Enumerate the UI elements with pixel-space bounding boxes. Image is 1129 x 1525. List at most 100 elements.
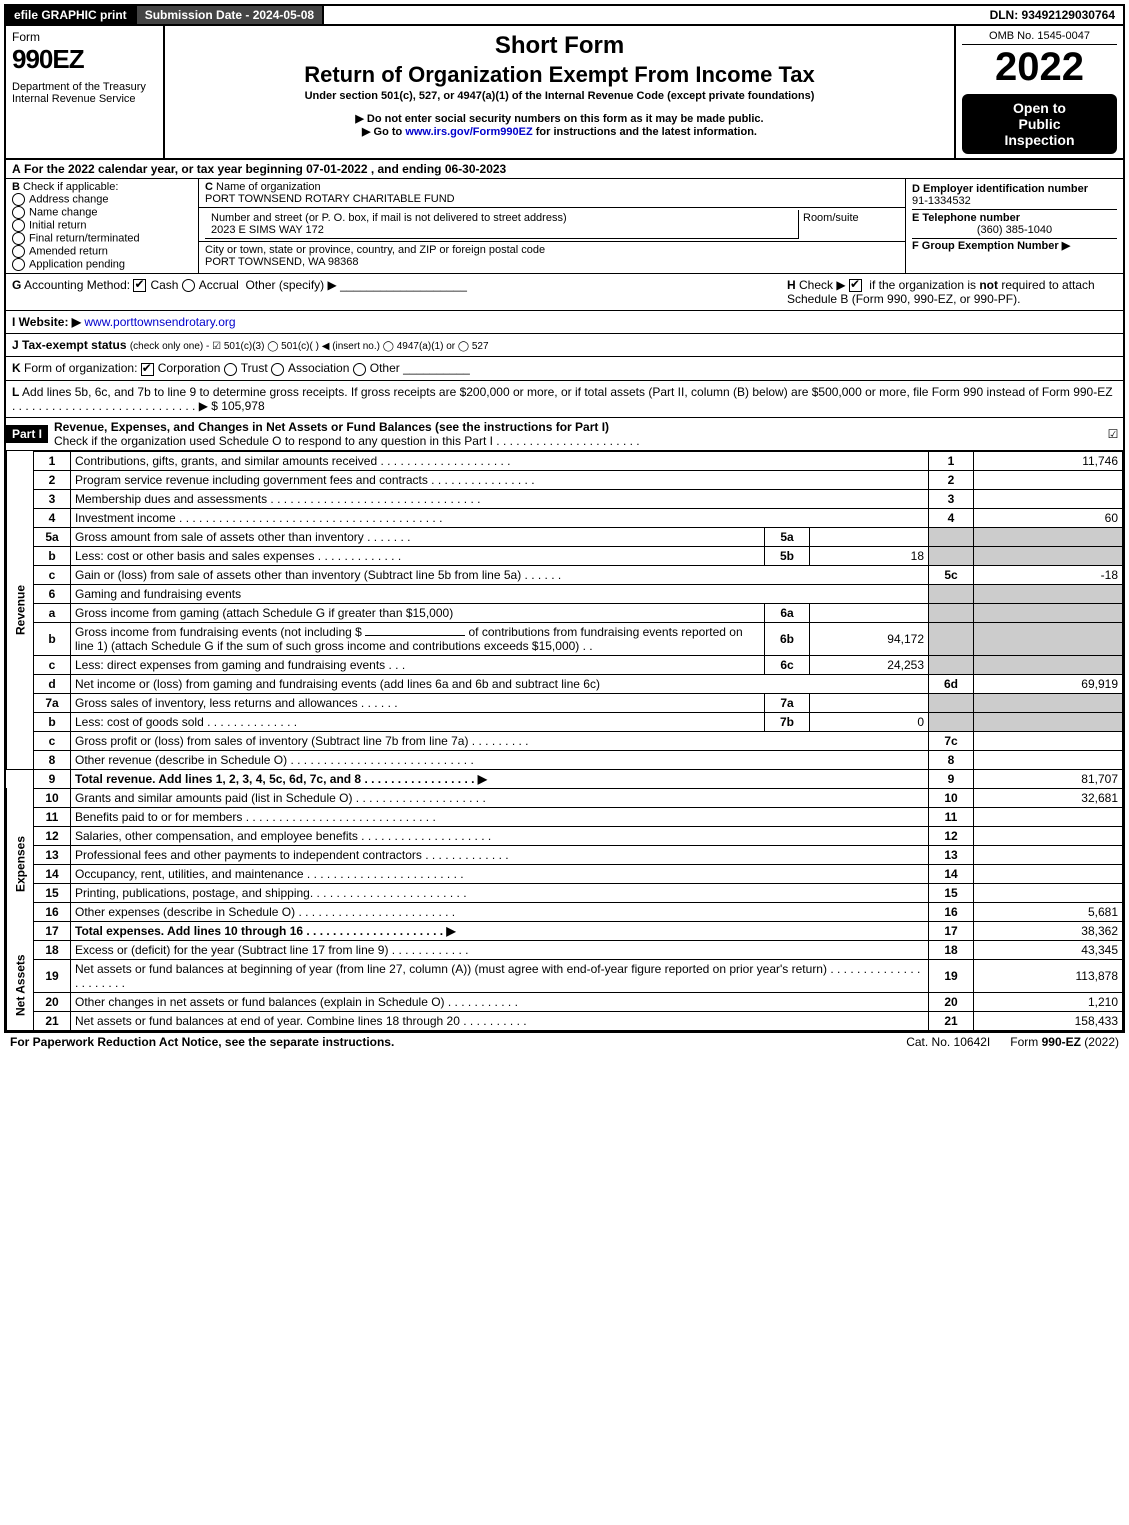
- l5a-sv: [810, 527, 929, 546]
- l18-num: 18: [34, 940, 71, 959]
- l14-num: 14: [34, 864, 71, 883]
- l10-val: 32,681: [974, 788, 1123, 807]
- l2-num: 2: [34, 470, 71, 489]
- cb-trust[interactable]: [224, 363, 237, 376]
- l18-ln: 18: [929, 940, 974, 959]
- spacer: [324, 6, 981, 24]
- part1-header: Part I Revenue, Expenses, and Changes in…: [6, 418, 1123, 451]
- l16-ln: 16: [929, 902, 974, 921]
- cb-corp[interactable]: [141, 363, 154, 376]
- col-b: B Check if applicable: Address change Na…: [6, 179, 199, 273]
- side-revenue: Revenue: [7, 451, 34, 769]
- l6a-shade2: [974, 603, 1123, 622]
- cb-h[interactable]: [849, 279, 862, 292]
- org-name: PORT TOWNSEND ROTARY CHARITABLE FUND: [205, 193, 455, 205]
- l6c-shade2: [974, 655, 1123, 674]
- submission-date: Submission Date - 2024-05-08: [137, 6, 324, 24]
- l8-text: Other revenue (describe in Schedule O) .…: [71, 750, 929, 769]
- l5c-num: c: [34, 565, 71, 584]
- l10-ln: 10: [929, 788, 974, 807]
- cb-final[interactable]: [12, 232, 25, 245]
- l10-text: Grants and similar amounts paid (list in…: [71, 788, 929, 807]
- l11-val: [974, 807, 1123, 826]
- cb-assoc[interactable]: [271, 363, 284, 376]
- footer-right: Form 990-EZ (2022): [1010, 1035, 1119, 1049]
- cb-accrual[interactable]: [182, 279, 195, 292]
- l20-text: Other changes in net assets or fund bala…: [71, 992, 929, 1011]
- form-label: Form: [12, 30, 157, 44]
- cb-cash[interactable]: [133, 279, 146, 292]
- l4-ln: 4: [929, 508, 974, 527]
- l20-ln: 20: [929, 992, 974, 1011]
- k-assoc: Association: [288, 361, 349, 375]
- l20-val: 1,210: [974, 992, 1123, 1011]
- l6b-shade2: [974, 622, 1123, 655]
- b-label: B: [12, 181, 20, 193]
- opt-address: Address change: [29, 193, 109, 205]
- efile-label[interactable]: efile GRAPHIC print: [6, 6, 137, 24]
- top-bar: efile GRAPHIC print Submission Date - 20…: [6, 6, 1123, 26]
- l3-num: 3: [34, 489, 71, 508]
- a-label: A: [12, 162, 21, 176]
- part1-checkline: Check if the organization used Schedule …: [54, 434, 640, 448]
- l9-text: Total revenue. Add lines 1, 2, 3, 4, 5c,…: [71, 769, 929, 788]
- l11-text: Benefits paid to or for members . . . . …: [71, 807, 929, 826]
- row-i: I Website: ▶ www.porttownsendrotary.org: [6, 311, 1123, 334]
- opt-final: Final return/terminated: [29, 232, 140, 244]
- l6c-shade1: [929, 655, 974, 674]
- l14-ln: 14: [929, 864, 974, 883]
- l3-text: Membership dues and assessments . . . . …: [71, 489, 929, 508]
- tax-year: 2022: [962, 45, 1117, 90]
- l17-val: 38,362: [974, 921, 1123, 940]
- k-label: K: [12, 361, 21, 375]
- row-l: L Add lines 5b, 6c, and 7b to line 9 to …: [6, 381, 1123, 418]
- side-netassets: Net Assets: [7, 940, 34, 1030]
- l6b-sv: 94,172: [810, 622, 929, 655]
- cb-address-change[interactable]: [12, 193, 25, 206]
- cb-pending[interactable]: [12, 258, 25, 271]
- l5c-text: Gain or (loss) from sale of assets other…: [71, 565, 929, 584]
- l14-text: Occupancy, rent, utilities, and maintena…: [71, 864, 929, 883]
- l5b-num: b: [34, 546, 71, 565]
- cb-initial[interactable]: [12, 219, 25, 232]
- l6a-num: a: [34, 603, 71, 622]
- l6d-ln: 6d: [929, 674, 974, 693]
- cb-korther[interactable]: [353, 363, 366, 376]
- l1-val: 11,746: [974, 451, 1123, 470]
- cb-name-change[interactable]: [12, 206, 25, 219]
- l11-num: 11: [34, 807, 71, 826]
- header-left: Form 990EZ Department of the Treasury In…: [6, 26, 165, 158]
- l13-text: Professional fees and other payments to …: [71, 845, 929, 864]
- g-accrual: Accrual: [199, 278, 239, 292]
- open-line2: Public: [966, 116, 1113, 132]
- l6a-sv: [810, 603, 929, 622]
- phone-value: (360) 385-1040: [912, 224, 1117, 236]
- c-addr-lbl: Number and street (or P. O. box, if mail…: [211, 212, 567, 224]
- l10-num: 10: [34, 788, 71, 807]
- section-b-cd: B Check if applicable: Address change Na…: [6, 179, 1123, 274]
- l19-ln: 19: [929, 959, 974, 992]
- row-j: J Tax-exempt status (check only one) - ☑…: [6, 334, 1123, 357]
- l18-text: Excess or (deficit) for the year (Subtra…: [71, 940, 929, 959]
- h-text: Check ▶ if the organization is not requi…: [787, 278, 1095, 306]
- l6b-shade1: [929, 622, 974, 655]
- l7b-shade1: [929, 712, 974, 731]
- l5c-ln: 5c: [929, 565, 974, 584]
- website-link[interactable]: www.porttownsendrotary.org: [84, 315, 235, 329]
- l9-ln: 9: [929, 769, 974, 788]
- g-label: G: [12, 278, 21, 292]
- l9-num: 9: [34, 769, 71, 788]
- f-label: F Group Exemption Number ▶: [912, 240, 1070, 252]
- part1-title-text: Revenue, Expenses, and Changes in Net As…: [54, 420, 609, 434]
- page-footer: For Paperwork Reduction Act Notice, see …: [4, 1033, 1125, 1051]
- irs-link[interactable]: www.irs.gov/Form990EZ: [405, 126, 532, 138]
- part1-check-icon: ☑: [1103, 427, 1123, 441]
- cb-amended[interactable]: [12, 245, 25, 258]
- l5b-sv: 18: [810, 546, 929, 565]
- l5b-shade2: [974, 546, 1123, 565]
- l9-val: 81,707: [974, 769, 1123, 788]
- header-note1: ▶ Do not enter social security numbers o…: [171, 112, 948, 125]
- l15-text: Printing, publications, postage, and shi…: [71, 883, 929, 902]
- org-address: 2023 E SIMS WAY 172: [211, 224, 324, 236]
- l7a-sn: 7a: [765, 693, 810, 712]
